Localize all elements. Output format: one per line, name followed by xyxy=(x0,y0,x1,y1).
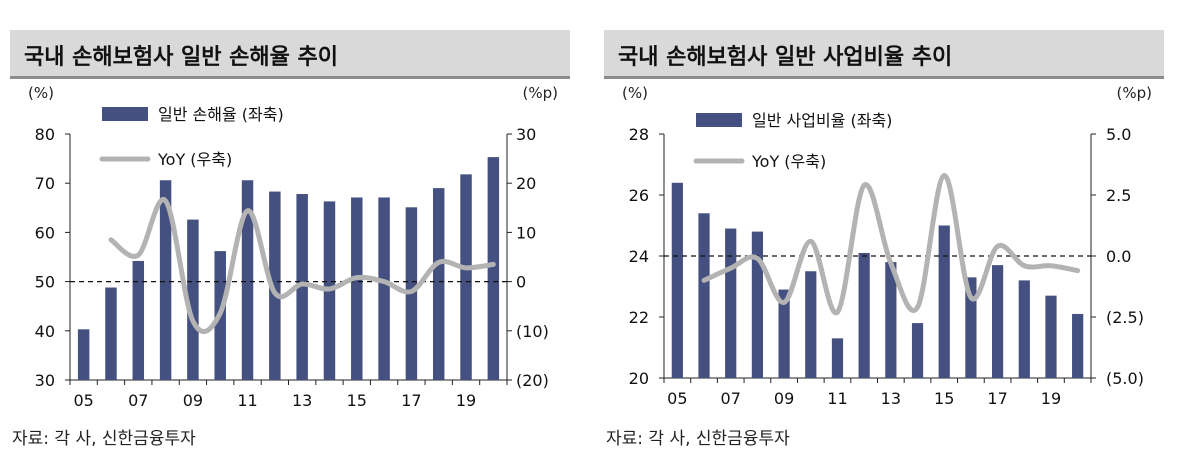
bar-05 xyxy=(77,329,90,380)
x-tick-label: 17 xyxy=(401,391,421,410)
left-tick-label: 28 xyxy=(629,125,649,144)
bar-19 xyxy=(460,174,472,380)
left-tick-label: 26 xyxy=(629,186,649,205)
source-note: 자료: 각 사, 신한금융투자 xyxy=(12,429,196,449)
bar-18 xyxy=(432,188,445,380)
right-axis-unit: (%p) xyxy=(1117,84,1152,102)
bar-17 xyxy=(991,265,1004,378)
legend-line-label: YoY (우축) xyxy=(157,150,232,169)
bar-11 xyxy=(241,180,254,380)
bar-12 xyxy=(269,191,281,380)
bar-06 xyxy=(698,213,710,378)
chart-title: 국내 손해보험사 일반 손해율 추이 xyxy=(24,45,338,70)
left-tick-label: 24 xyxy=(629,247,649,266)
right-axis-unit: (%p) xyxy=(523,84,558,102)
x-tick-label: 11 xyxy=(237,391,257,410)
x-tick-label: 15 xyxy=(934,389,954,408)
bar-07 xyxy=(132,260,145,380)
bar-18 xyxy=(1018,280,1030,378)
bar-05 xyxy=(671,182,683,378)
expense-ratio-chart: (%) (%p) 20 22 24 26 28 (5.0) (2.5) 0.0 2.5 5.0 05 07… xyxy=(622,84,1152,408)
x-tick-label: 13 xyxy=(292,391,312,410)
x-tick-label: 19 xyxy=(456,391,476,410)
x-tick-label: 07 xyxy=(721,389,741,408)
right-tick-label: (5.0) xyxy=(1106,369,1144,388)
left-tick-label: 60 xyxy=(35,223,55,242)
right-tick-label: (2.5) xyxy=(1106,308,1144,327)
x-tick-label: 07 xyxy=(128,391,148,410)
right-tick-label: 2.5 xyxy=(1106,186,1131,205)
legend-bar-swatch xyxy=(102,107,148,121)
chart-title-bar: 국내 손해보험사 일반 손해율 추이 xyxy=(10,30,570,79)
bar-13 xyxy=(296,194,308,380)
legend-bar-label: 일반 사업비율 (좌축) xyxy=(752,111,892,130)
bar-08 xyxy=(751,231,764,378)
chart-title: 국내 손해보험사 일반 사업비율 추이 xyxy=(618,45,953,70)
x-tick-label: 09 xyxy=(774,389,794,408)
x-tick-label: 17 xyxy=(987,389,1007,408)
bar-07 xyxy=(725,228,737,378)
chart-title-bar: 국내 손해보험사 일반 사업비율 추이 xyxy=(604,30,1164,79)
bar-06 xyxy=(105,287,117,380)
left-tick-label: 70 xyxy=(35,174,55,193)
x-tick-label: 09 xyxy=(183,391,203,410)
right-tick-label: 10 xyxy=(516,223,536,242)
right-tick-label: 0.0 xyxy=(1106,247,1131,266)
bar-16 xyxy=(378,197,390,380)
bar-14 xyxy=(911,323,924,378)
right-tick-label: 30 xyxy=(516,125,536,144)
bar-09 xyxy=(778,289,790,378)
x-tick-label: 19 xyxy=(1041,389,1061,408)
yoy-line xyxy=(701,172,1081,316)
left-tick-label: 20 xyxy=(629,369,649,388)
source-note: 자료: 각 사, 신한금융투자 xyxy=(606,429,790,449)
bar-08 xyxy=(159,180,172,380)
bar-20 xyxy=(1072,313,1084,378)
right-tick-label: (10) xyxy=(516,322,549,341)
right-tick-label: (20) xyxy=(516,371,549,390)
x-tick-label: 05 xyxy=(73,391,93,410)
legend-bar-label: 일반 손해율 (좌축) xyxy=(158,105,284,124)
bar-15 xyxy=(938,225,950,378)
chart-panel-loss-ratio: 국내 손해보험사 일반 손해율 추이 (%) (%p) 30 40 50 60 70 80 (2… xyxy=(10,0,570,464)
right-tick-label: 5.0 xyxy=(1106,125,1131,144)
left-axis-unit: (%) xyxy=(622,84,648,102)
chart-panel-expense-ratio: 국내 손해보험사 일반 사업비율 추이 (%) (%p) 20 22 24 26 28 (5.… xyxy=(604,0,1164,464)
x-tick-label: 15 xyxy=(347,391,367,410)
x-tick-label: 13 xyxy=(881,389,901,408)
bar-09 xyxy=(187,219,199,380)
x-tick-label: 05 xyxy=(667,389,687,408)
bar-16 xyxy=(965,277,977,378)
bar-12 xyxy=(858,252,870,378)
left-tick-label: 30 xyxy=(35,371,55,390)
yoy-line xyxy=(108,197,496,334)
right-tick-label: 20 xyxy=(516,174,536,193)
legend-line-label: YoY (우축) xyxy=(751,152,826,171)
bar-13 xyxy=(885,262,897,378)
left-tick-label: 40 xyxy=(35,322,55,341)
bar-19 xyxy=(1045,295,1057,378)
bar-10 xyxy=(805,271,817,378)
legend-bar-swatch xyxy=(696,113,742,127)
bar-11 xyxy=(831,338,844,378)
loss-ratio-chart: (%) (%p) 30 40 50 60 70 80 (20) (10) 0 10 20 30 05 07 09… xyxy=(28,84,558,410)
bar-15 xyxy=(351,197,363,380)
left-tick-label: 22 xyxy=(629,308,649,327)
left-tick-label: 80 xyxy=(35,125,55,144)
x-tick-label: 11 xyxy=(827,389,847,408)
left-axis-unit: (%) xyxy=(28,84,54,102)
left-tick-label: 50 xyxy=(35,273,55,292)
bar-20 xyxy=(487,157,500,380)
right-tick-label: 0 xyxy=(516,273,526,292)
